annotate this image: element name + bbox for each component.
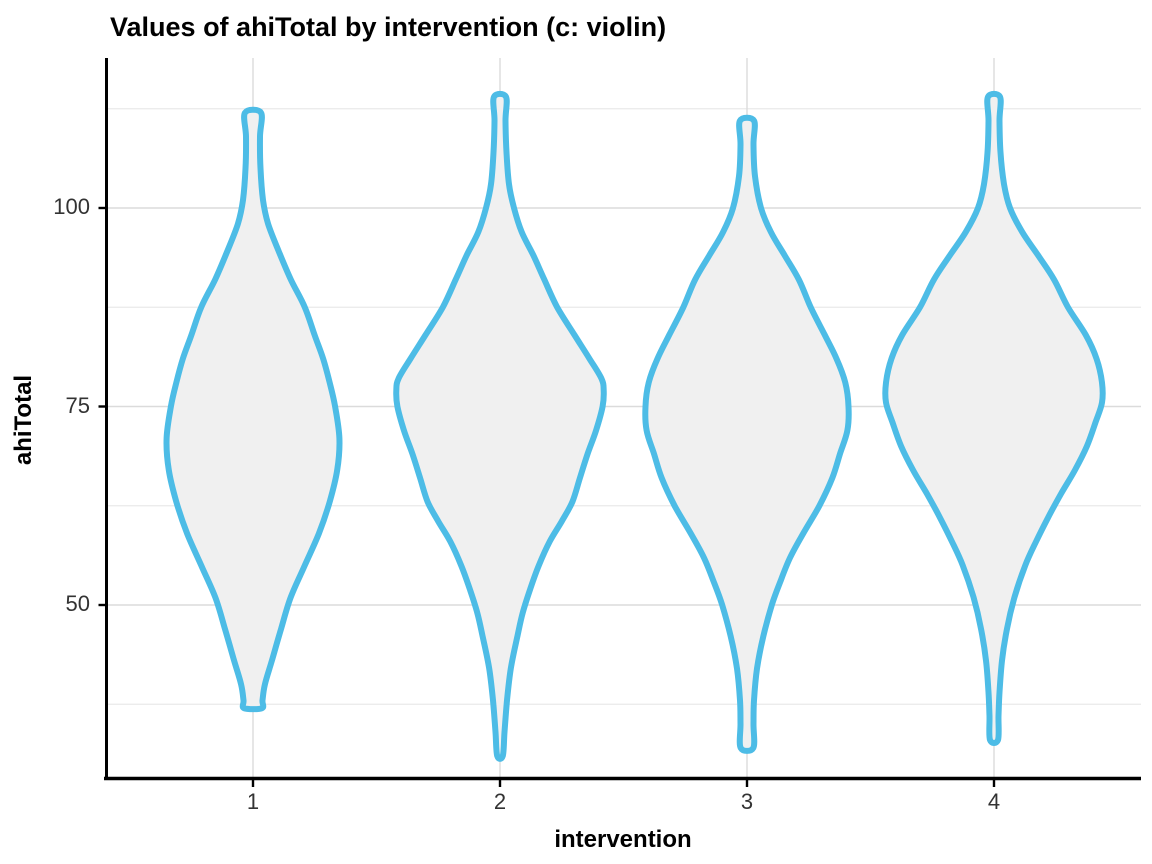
violin-4 (882, 90, 1106, 746)
violin-2 (393, 90, 607, 762)
y-tick-label-50: 50 (65, 590, 90, 616)
x-tick-label-2: 2 (493, 789, 507, 814)
violin-3 (642, 114, 852, 754)
x-tick-label-1: 1 (246, 789, 260, 814)
x-tick-label-4: 4 (987, 789, 1001, 814)
x-tick-label-3: 3 (740, 789, 754, 814)
x-axis-title: intervention (554, 826, 692, 853)
violin-1 (163, 106, 343, 713)
y-tick-label-100: 100 (53, 193, 90, 219)
gridlines-vertical (252, 58, 995, 778)
tick-marks (98, 206, 996, 787)
y-axis-title: ahiTotal (10, 374, 37, 466)
y-tick-label-75: 75 (65, 392, 90, 418)
chart-title: Values of ahiTotal by intervention (c: v… (110, 12, 667, 42)
axis-lines (104, 58, 1141, 781)
